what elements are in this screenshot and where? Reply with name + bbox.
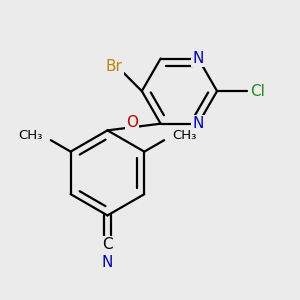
Text: O: O (126, 116, 138, 130)
Text: CH₃: CH₃ (172, 129, 197, 142)
Text: N: N (102, 255, 113, 270)
Text: Cl: Cl (250, 84, 266, 99)
Text: CH₃: CH₃ (18, 129, 43, 142)
Text: C: C (102, 237, 113, 252)
Text: N: N (193, 116, 204, 131)
Text: Br: Br (106, 59, 122, 74)
Text: N: N (193, 51, 204, 66)
